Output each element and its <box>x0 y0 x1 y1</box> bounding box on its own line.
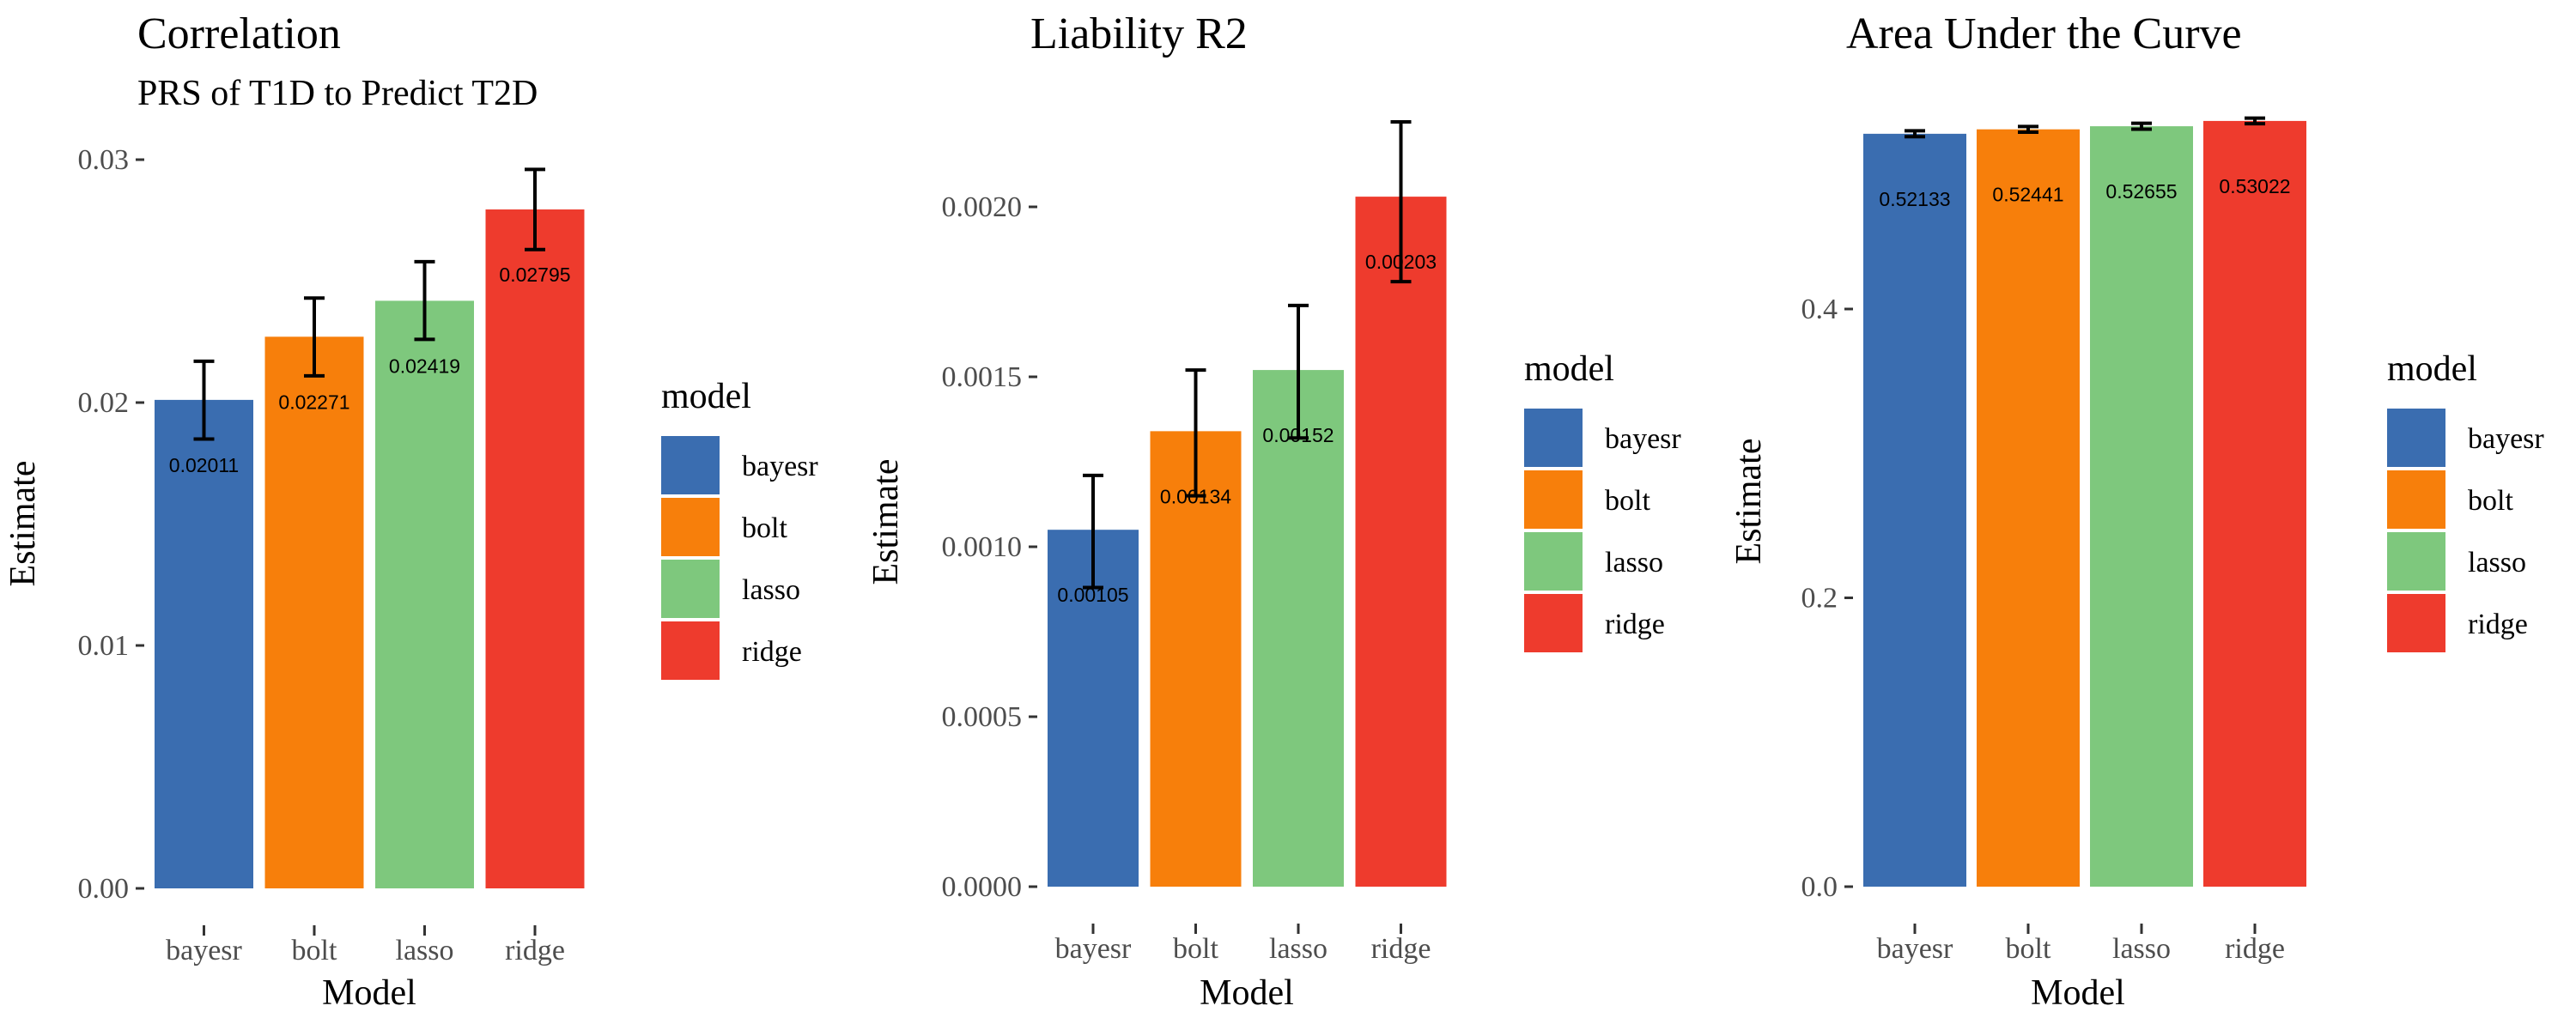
legend-swatch-lasso <box>2387 532 2445 591</box>
value-label-bolt: 0.52441 <box>1992 184 2063 206</box>
chart-title: Area Under the Curve <box>1846 9 2242 58</box>
y-tick-label: 0.0000 <box>942 871 1023 903</box>
y-tick-label: 0.0005 <box>942 701 1023 733</box>
y-axis-title: Estimate <box>3 461 43 587</box>
x-tick-label-lasso: lasso <box>1269 933 1327 965</box>
y-tick-label: 0.0015 <box>942 361 1023 393</box>
bar-bolt <box>1150 431 1242 887</box>
legend-title: model <box>661 377 751 416</box>
chart-title: Liability R2 <box>1030 9 1248 58</box>
chart-panel-3: Area Under the Curve 0.52133 bayesr 0.52441… <box>1729 9 2544 1013</box>
value-label-lasso: 0.00152 <box>1262 424 1334 446</box>
value-label-ridge: 0.53022 <box>2219 175 2290 197</box>
y-tick-label: 0.03 <box>78 144 130 176</box>
legend-label-lasso: lasso <box>742 574 800 606</box>
legend-swatch-bayesr <box>661 436 720 494</box>
x-tick-label-bolt: bolt <box>1173 933 1218 965</box>
bar-bolt <box>264 336 364 888</box>
x-tick-label-ridge: ridge <box>1371 933 1431 965</box>
x-axis-title: Model <box>322 973 416 1013</box>
legend: model bayesr bolt lasso ridge <box>1524 349 1681 652</box>
legend-label-ridge: ridge <box>1605 609 1665 640</box>
y-tick-label: 0.0020 <box>942 191 1023 223</box>
legend-label-lasso: lasso <box>1605 547 1663 579</box>
y-tick-label: 0.0 <box>1801 871 1838 903</box>
x-tick-label-lasso: lasso <box>2112 933 2171 965</box>
x-tick-label-bolt: bolt <box>292 935 337 966</box>
x-tick-label-bayesr: bayesr <box>166 935 242 966</box>
legend-swatch-bolt <box>661 498 720 556</box>
value-label-lasso: 0.02419 <box>389 354 460 377</box>
legend-title: model <box>2387 349 2477 389</box>
bar-ridge <box>1355 197 1447 887</box>
value-label-bayesr: 0.52133 <box>1879 188 1950 210</box>
legend-swatch-bolt <box>1524 470 1583 529</box>
bar-bayesr <box>1863 133 1966 887</box>
y-tick-label: 0.00 <box>78 873 130 905</box>
y-tick-label: 0.0010 <box>942 531 1023 563</box>
x-tick-label-bayesr: bayesr <box>1055 933 1132 965</box>
legend-swatch-bayesr <box>1524 409 1583 467</box>
chart-title: Correlation <box>137 9 341 58</box>
x-axis-title: Model <box>1200 973 1294 1013</box>
y-tick-label: 0.01 <box>78 630 130 662</box>
legend-label-bolt: bolt <box>2468 485 2513 517</box>
value-label-ridge: 0.00203 <box>1365 251 1437 273</box>
x-tick-label-lasso: lasso <box>396 935 454 966</box>
value-label-lasso: 0.52655 <box>2105 180 2177 203</box>
legend-label-ridge: ridge <box>2468 609 2528 640</box>
value-label-bolt: 0.02271 <box>278 391 349 413</box>
value-label-ridge: 0.02795 <box>499 264 570 286</box>
bar-bayesr <box>155 399 253 889</box>
legend-swatch-bolt <box>2387 470 2445 529</box>
legend-swatch-lasso <box>1524 532 1583 591</box>
value-label-bayesr: 0.00105 <box>1057 584 1128 606</box>
bar-ridge <box>485 209 585 888</box>
legend-label-ridge: ridge <box>742 636 802 668</box>
chart-panel-1: Correlation PRS of T1D to Predict T2D 0.02… <box>3 9 818 1013</box>
x-tick-label-ridge: ridge <box>2225 933 2285 965</box>
legend-label-bolt: bolt <box>1605 485 1650 517</box>
legend-title: model <box>1524 349 1614 389</box>
legend-swatch-lasso <box>661 560 720 618</box>
bar-lasso <box>2090 126 2193 888</box>
y-axis-title: Estimate <box>866 459 906 585</box>
bar-bolt <box>1977 129 2080 887</box>
legend: model bayesr bolt lasso ridge <box>661 377 818 680</box>
legend-label-bayesr: bayesr <box>742 451 818 482</box>
y-axis-title: Estimate <box>1729 439 1769 565</box>
value-label-bayesr: 0.02011 <box>169 454 239 476</box>
y-tick-label: 0.02 <box>78 387 130 419</box>
x-axis-title: Model <box>2031 973 2125 1013</box>
legend-swatch-ridge <box>2387 594 2445 652</box>
bar-lasso <box>1253 370 1344 888</box>
bar-lasso <box>375 300 474 889</box>
legend-swatch-ridge <box>1524 594 1583 652</box>
bar-ridge <box>2203 120 2306 887</box>
legend-label-bayesr: bayesr <box>2468 423 2544 455</box>
legend: model bayesr bolt lasso ridge <box>2387 349 2544 652</box>
x-tick-label-bayesr: bayesr <box>1877 933 1953 965</box>
legend-label-bolt: bolt <box>742 512 787 544</box>
legend-label-bayesr: bayesr <box>1605 423 1681 455</box>
y-tick-label: 0.2 <box>1801 583 1838 615</box>
chart-panel-2: Liability R2 0.00105 bayesr 0.00134 bolt 0.00… <box>866 9 1681 1013</box>
x-tick-label-ridge: ridge <box>505 935 565 966</box>
legend-swatch-bayesr <box>2387 409 2445 467</box>
chart-subtitle: PRS of T1D to Predict T2D <box>137 74 538 113</box>
legend-label-lasso: lasso <box>2468 547 2526 579</box>
x-tick-label-bolt: bolt <box>2006 933 2051 965</box>
y-tick-label: 0.4 <box>1801 294 1838 325</box>
value-label-bolt: 0.00134 <box>1160 485 1231 507</box>
legend-swatch-ridge <box>661 621 720 680</box>
